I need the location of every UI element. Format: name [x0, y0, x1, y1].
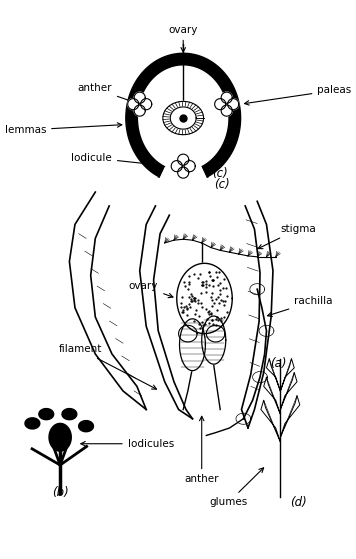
Polygon shape [126, 53, 241, 177]
Polygon shape [267, 359, 281, 391]
Polygon shape [177, 263, 232, 334]
Text: filament: filament [58, 344, 157, 389]
Polygon shape [221, 92, 232, 103]
Text: (a): (a) [270, 357, 287, 369]
Polygon shape [281, 359, 294, 391]
Text: lodicule: lodicule [71, 153, 165, 168]
Polygon shape [202, 316, 226, 364]
Polygon shape [79, 420, 94, 432]
Text: (c): (c) [214, 178, 230, 191]
Polygon shape [261, 400, 281, 442]
Polygon shape [206, 325, 225, 342]
Polygon shape [140, 206, 193, 419]
Polygon shape [184, 160, 195, 172]
Text: (c): (c) [212, 167, 228, 180]
Text: ovary: ovary [168, 25, 198, 52]
Polygon shape [163, 101, 204, 135]
Polygon shape [134, 105, 145, 116]
Text: (d): (d) [290, 495, 307, 509]
Text: paleas: paleas [245, 86, 352, 105]
Polygon shape [170, 107, 196, 129]
Polygon shape [281, 396, 300, 437]
Polygon shape [241, 201, 273, 428]
Polygon shape [62, 409, 77, 420]
Polygon shape [264, 377, 281, 414]
Polygon shape [39, 409, 54, 420]
Polygon shape [178, 167, 189, 178]
Text: lemmas: lemmas [5, 123, 122, 135]
Text: ovary: ovary [129, 281, 173, 298]
Polygon shape [281, 372, 297, 410]
Polygon shape [134, 92, 145, 103]
Text: anther: anther [78, 83, 136, 103]
Text: (b): (b) [52, 486, 68, 499]
Polygon shape [69, 192, 146, 410]
Polygon shape [221, 105, 232, 116]
Polygon shape [215, 98, 226, 110]
Polygon shape [49, 423, 71, 451]
Text: rachilla: rachilla [268, 296, 333, 316]
Polygon shape [179, 325, 197, 342]
Polygon shape [141, 98, 152, 110]
Polygon shape [25, 418, 40, 429]
Polygon shape [128, 98, 139, 110]
Text: anther: anther [184, 416, 219, 484]
Polygon shape [227, 98, 239, 110]
Text: stigma: stigma [258, 224, 316, 249]
Polygon shape [171, 160, 182, 172]
Polygon shape [179, 319, 205, 371]
Polygon shape [178, 154, 189, 165]
Text: glumes: glumes [210, 468, 264, 507]
Text: lodicules: lodicules [81, 439, 174, 449]
Polygon shape [139, 66, 227, 170]
